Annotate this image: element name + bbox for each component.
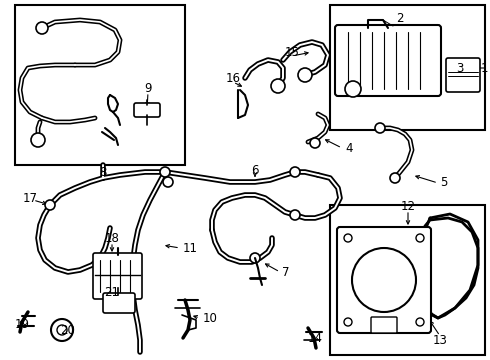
FancyBboxPatch shape: [103, 293, 135, 313]
Circle shape: [36, 22, 48, 34]
Circle shape: [290, 210, 300, 220]
Text: 11: 11: [183, 242, 198, 255]
Bar: [15, 5, 185, 165]
Text: 5: 5: [440, 176, 447, 189]
Circle shape: [250, 253, 260, 263]
FancyBboxPatch shape: [93, 253, 142, 299]
Circle shape: [344, 234, 352, 242]
Circle shape: [390, 173, 400, 183]
Text: 15: 15: [285, 45, 299, 58]
Circle shape: [290, 167, 300, 177]
Text: 8: 8: [99, 166, 107, 179]
Text: 21: 21: [104, 287, 120, 300]
Circle shape: [57, 325, 67, 335]
Text: 9: 9: [144, 81, 152, 94]
Text: 7: 7: [282, 266, 290, 279]
FancyBboxPatch shape: [337, 227, 431, 333]
Circle shape: [163, 177, 173, 187]
Text: 17: 17: [23, 192, 38, 204]
Text: 19: 19: [15, 319, 29, 332]
Circle shape: [160, 167, 170, 177]
Text: 18: 18: [104, 231, 120, 244]
Circle shape: [271, 79, 285, 93]
Text: 14: 14: [308, 332, 322, 345]
FancyBboxPatch shape: [446, 58, 480, 92]
Circle shape: [375, 123, 385, 133]
Circle shape: [416, 318, 424, 326]
Circle shape: [298, 68, 312, 82]
Circle shape: [344, 318, 352, 326]
Bar: [330, 205, 485, 355]
FancyBboxPatch shape: [134, 103, 160, 117]
Text: 16: 16: [225, 72, 241, 85]
Text: 1: 1: [481, 62, 488, 75]
Circle shape: [31, 133, 45, 147]
Text: 20: 20: [61, 324, 75, 337]
Circle shape: [310, 138, 320, 148]
Circle shape: [352, 248, 416, 312]
FancyBboxPatch shape: [371, 317, 397, 333]
Text: 6: 6: [251, 163, 259, 176]
Text: 10: 10: [203, 311, 218, 324]
Text: 3: 3: [456, 62, 464, 75]
Text: 2: 2: [396, 12, 404, 24]
Circle shape: [45, 200, 55, 210]
Circle shape: [416, 234, 424, 242]
Text: 12: 12: [400, 199, 416, 212]
Circle shape: [51, 319, 73, 341]
Text: 4: 4: [345, 141, 352, 154]
PathPatch shape: [418, 218, 478, 318]
FancyBboxPatch shape: [335, 25, 441, 96]
Circle shape: [345, 81, 361, 97]
Bar: [330, 5, 485, 130]
Text: 13: 13: [433, 333, 447, 346]
